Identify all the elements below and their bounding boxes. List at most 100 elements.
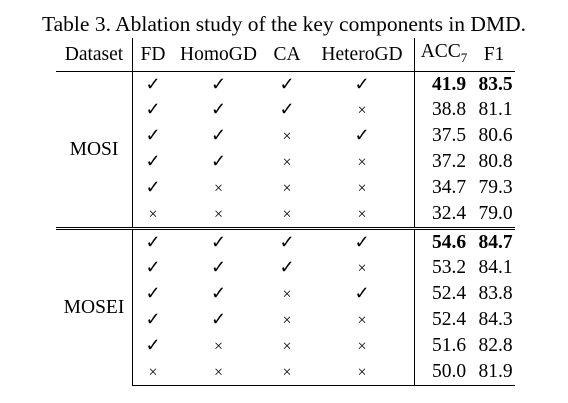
table-row: ✓ × × × 34.7 79.3: [56, 174, 515, 201]
cross-icon: ×: [213, 363, 224, 381]
cell-homogd: ×: [173, 175, 264, 201]
cell-homogd: ✓: [173, 97, 264, 123]
cell-homogd: ×: [173, 201, 264, 229]
cell-ca: ×: [264, 281, 310, 307]
checkmark-icon: ✓: [279, 73, 295, 94]
acc-value: 51.6: [431, 335, 467, 357]
checkmark-icon: ✓: [145, 151, 161, 172]
cross-icon: ×: [282, 127, 292, 145]
cell-ca: ✓: [264, 226, 310, 255]
acc-value: 41.9: [431, 73, 467, 95]
cell-homogd: ✓: [173, 123, 264, 149]
cross-icon: ×: [213, 179, 224, 197]
f1-value: 84.3: [478, 309, 513, 331]
acc-value: 37.2: [431, 151, 467, 173]
cell-homogd: ×: [173, 333, 264, 359]
acc-value: 38.8: [431, 99, 467, 121]
cell-homogd: ✓: [173, 281, 264, 307]
checkmark-icon: ✓: [210, 231, 227, 252]
cell-ca: ✓: [264, 255, 310, 281]
cell-f1: 79.0: [473, 201, 515, 229]
cell-fd: ✓: [133, 123, 174, 149]
f1-value: 81.9: [478, 361, 513, 383]
cell-acc: 32.4: [415, 201, 474, 229]
cell-ca: ×: [264, 175, 310, 201]
checkmark-icon: ✓: [279, 99, 295, 120]
acc-value: 34.7: [431, 177, 467, 199]
cell-fd: ✓: [133, 149, 174, 175]
cross-icon: ×: [357, 311, 367, 329]
acc-value: 52.4: [431, 309, 467, 331]
cross-icon: ×: [357, 205, 367, 223]
cell-heterogd: ✓: [310, 280, 415, 307]
cross-icon: ×: [213, 205, 224, 223]
checkmark-icon: ✓: [354, 73, 370, 94]
checkmark-icon: ✓: [279, 257, 295, 278]
cross-icon: ×: [282, 363, 292, 381]
f1-value: 80.8: [478, 151, 513, 173]
cross-icon: ×: [357, 153, 367, 171]
checkmark-icon: ✓: [210, 99, 227, 120]
cross-icon: ×: [282, 205, 292, 223]
cell-ca: ×: [264, 123, 310, 149]
cell-ca: ✓: [264, 97, 310, 123]
cell-heterogd: ×: [310, 306, 415, 333]
table-row: × × × × 32.4 79.0: [56, 200, 515, 229]
table-caption: Table 3. Ablation study of the key compo…: [42, 12, 526, 36]
cell-heterogd: ×: [310, 358, 415, 386]
cross-icon: ×: [282, 311, 292, 329]
cell-fd: ✓: [133, 175, 174, 201]
acc-value: 32.4: [431, 203, 467, 225]
cell-fd: ✓: [133, 333, 174, 359]
cell-acc: 54.6: [414, 226, 473, 255]
checkmark-icon: ✓: [145, 335, 161, 356]
cell-f1: 84.1: [473, 255, 515, 281]
f1-value: 79.0: [478, 203, 513, 225]
cross-icon: ×: [357, 179, 367, 197]
header-heterogd: HeteroGD: [310, 38, 415, 72]
cell-f1: 81.1: [473, 97, 515, 123]
cell-f1: 80.8: [473, 149, 515, 175]
cell-homogd: ✓: [173, 71, 264, 97]
header-acc-label: ACC: [420, 41, 461, 62]
checkmark-icon: ✓: [145, 125, 161, 146]
cell-heterogd: ✓: [310, 122, 415, 149]
cell-f1: 83.5: [473, 71, 515, 97]
cell-heterogd: ×: [310, 200, 415, 229]
table-row: × × × × 50.0 81.9: [56, 358, 515, 386]
header-dataset: Dataset: [56, 38, 133, 72]
cell-homogd: ✓: [173, 307, 264, 333]
table-body: MOSI ✓ ✓ ✓ ✓ 41.9 83.5 ✓ ✓ ✓ × 38.8 81.1 ✓ ✓ × ✓ 37.5 80.6…: [56, 71, 515, 386]
table-row: ✓ ✓ × ✓ 37.5 80.6: [56, 122, 515, 149]
f1-value: 79.3: [478, 177, 513, 199]
acc-value: 53.2: [431, 257, 467, 279]
table-row: ✓ × × × 51.6 82.8: [56, 332, 515, 359]
header-acc-subscript: 7: [460, 49, 468, 65]
cell-fd: ×: [132, 358, 173, 386]
cell-acc: 37.2: [415, 149, 474, 175]
checkmark-icon: ✓: [145, 231, 161, 252]
cell-f1: 79.3: [473, 175, 515, 201]
cell-acc: 51.6: [415, 333, 474, 359]
acc-value: 52.4: [431, 283, 467, 305]
cell-fd: ✓: [133, 281, 174, 307]
cell-fd: ✓: [133, 255, 174, 281]
header-f1: F1: [473, 38, 515, 72]
cell-homogd: ✓: [173, 226, 264, 255]
cell-acc: 52.4: [415, 281, 474, 307]
checkmark-icon: ✓: [210, 309, 227, 330]
cell-heterogd: ×: [310, 96, 415, 123]
checkmark-icon: ✓: [210, 257, 227, 278]
cell-acc: 50.0: [414, 358, 473, 386]
cell-homogd: ✓: [173, 149, 264, 175]
cross-icon: ×: [357, 363, 367, 381]
checkmark-icon: ✓: [279, 231, 295, 252]
f1-value: 81.1: [478, 99, 513, 121]
cell-f1: 82.8: [473, 333, 515, 359]
checkmark-icon: ✓: [354, 283, 370, 304]
cell-fd: ✓: [133, 307, 174, 333]
cell-acc: 52.4: [415, 307, 474, 333]
cell-f1: 84.7: [473, 226, 515, 255]
checkmark-icon: ✓: [354, 231, 370, 252]
cell-acc: 34.7: [415, 175, 474, 201]
